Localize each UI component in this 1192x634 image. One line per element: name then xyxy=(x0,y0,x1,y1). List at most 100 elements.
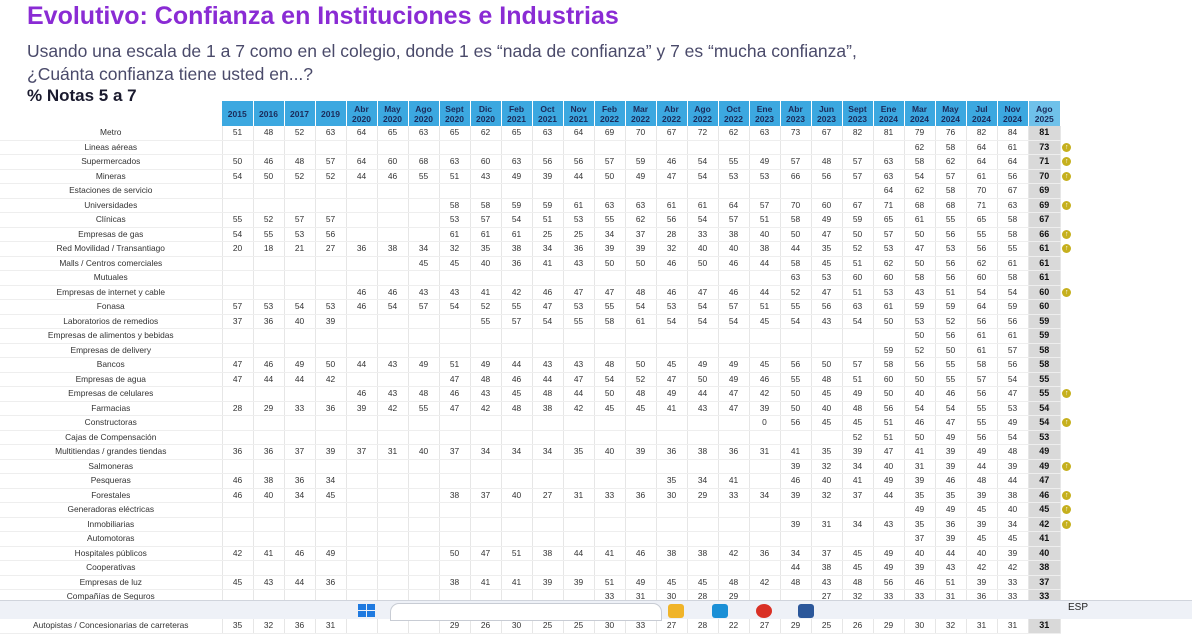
table-cell: 61 xyxy=(656,198,688,213)
table-row: Generadoras eléctricas 49 49 45 40 45 ↑ xyxy=(0,502,1073,518)
table-cell xyxy=(873,328,905,344)
table-cell: 45 xyxy=(687,575,719,590)
table-cell xyxy=(532,560,564,576)
file-explorer-icon[interactable] xyxy=(668,604,684,618)
table-cell: 60 xyxy=(842,270,874,286)
table-cell xyxy=(284,285,316,300)
column-header-top: Mar xyxy=(632,103,649,114)
table-cell xyxy=(625,343,657,358)
table-row: Empresas de celulares 46 43 48 46 43 45 48 44 50 4… xyxy=(0,386,1073,402)
table-cell: 54 xyxy=(1028,415,1061,431)
column-header-bottom: 2024 xyxy=(972,113,991,124)
table-cell: 38 xyxy=(532,401,564,416)
table-cell xyxy=(563,531,595,547)
table-cell: 29 xyxy=(780,618,812,634)
table-cell: 43 xyxy=(470,386,502,402)
table-cell xyxy=(811,430,843,445)
table-cell: 32 xyxy=(439,241,471,257)
table-cell xyxy=(346,140,378,155)
table-cell: 45 xyxy=(315,488,347,503)
table-cell xyxy=(284,531,316,547)
table-cell: 56 xyxy=(997,314,1029,329)
table-cell: 40 xyxy=(718,241,750,257)
windows-start-icon[interactable] xyxy=(358,604,376,618)
trend-indicator-cell: ↑ xyxy=(1061,140,1073,155)
table-cell xyxy=(346,459,378,474)
subtitle-line-1: Usando una escala de 1 a 7 como en el co… xyxy=(27,41,857,61)
table-cell: 40 xyxy=(904,386,936,402)
column-header-bottom: 2022 xyxy=(600,113,619,124)
table-cell: 63 xyxy=(408,126,440,141)
table-cell: 62 xyxy=(873,256,905,271)
word-icon[interactable] xyxy=(798,604,814,618)
table-cell: 46 xyxy=(1028,488,1061,503)
row-label: Clínicas xyxy=(0,212,223,228)
column-header-top: Ago xyxy=(1035,103,1053,114)
table-cell: 50 xyxy=(780,227,812,242)
table-cell: 42 xyxy=(749,575,781,590)
table-cell: 39 xyxy=(904,473,936,489)
table-cell: 35 xyxy=(904,517,936,532)
table-cell: 57 xyxy=(873,227,905,242)
table-cell: 57 xyxy=(284,212,316,228)
trend-indicator-cell: ↑ xyxy=(1061,242,1073,257)
table-cell: 41 xyxy=(718,473,750,489)
table-cell xyxy=(594,415,626,431)
table-cell xyxy=(346,531,378,547)
table-cell xyxy=(501,270,533,286)
column-header-top: Abr xyxy=(664,103,679,114)
table-cell: 34 xyxy=(687,473,719,489)
table-cell: 61 xyxy=(966,169,998,184)
row-label: Mutuales xyxy=(0,270,223,286)
table-cell: 48 xyxy=(594,357,626,373)
table-row: Mineras 54 50 52 52 44 46 55 51 43 49 39 44 50 49 47 54 5… xyxy=(0,169,1073,184)
table-cell xyxy=(315,343,347,358)
table-cell: 39 xyxy=(997,546,1029,561)
table-cell: 39 xyxy=(966,488,998,503)
store-icon[interactable] xyxy=(712,604,728,618)
table-cell xyxy=(377,502,409,518)
table-cell: 31 xyxy=(563,488,595,503)
table-cell xyxy=(346,502,378,518)
row-label: Empresas de delivery xyxy=(0,343,223,358)
table-cell: 53 xyxy=(439,212,471,228)
table-cell: 51 xyxy=(842,372,874,387)
table-cell xyxy=(687,531,719,547)
table-row: Empresas de gas 54 55 53 56 61 61 61 25 25 34 37 28 3… xyxy=(0,227,1073,242)
trend-indicator-cell: ↑ xyxy=(1061,169,1073,184)
table-cell: 68 xyxy=(408,154,440,170)
table-cell: 33 xyxy=(687,227,719,242)
trend-indicator-cell: ↑ xyxy=(1061,503,1073,518)
table-cell: 27 xyxy=(749,618,781,634)
table-cell: 54 xyxy=(780,314,812,329)
table-cell: 53 xyxy=(749,169,781,184)
table-cell: 31 xyxy=(997,618,1029,634)
table-cell: 58 xyxy=(935,183,967,199)
column-header-bottom: 2020 xyxy=(352,113,371,124)
table-cell: 58 xyxy=(904,154,936,170)
table-cell: 50 xyxy=(904,430,936,445)
table-cell: 37 xyxy=(346,444,378,460)
table-cell: 47 xyxy=(222,357,254,373)
table-cell xyxy=(253,502,285,518)
table-cell: 56 xyxy=(904,357,936,373)
table-cell: 56 xyxy=(532,154,564,170)
taskbar-search-box[interactable] xyxy=(390,603,662,621)
table-cell xyxy=(253,270,285,286)
table-row: Cajas de Compensación 52 51 50 49 56 54 53 xyxy=(0,430,1073,445)
table-row: Empresas de delivery 59 52 50 61 57 58 xyxy=(0,343,1073,358)
table-cell: 55 xyxy=(935,357,967,373)
table-cell: 56 xyxy=(873,575,905,590)
table-cell: 38 xyxy=(253,473,285,489)
table-cell: 46 xyxy=(346,285,378,300)
table-cell xyxy=(780,328,812,344)
table-cell: 59 xyxy=(842,212,874,228)
language-indicator[interactable]: ESP xyxy=(1068,602,1089,613)
table-cell xyxy=(439,502,471,518)
table-cell xyxy=(470,459,502,474)
browser-icon[interactable] xyxy=(756,604,772,618)
trend-indicator-cell xyxy=(1061,445,1073,460)
table-cell: 54 xyxy=(284,299,316,315)
table-cell: 34 xyxy=(842,517,874,532)
table-cell: 46 xyxy=(749,372,781,387)
